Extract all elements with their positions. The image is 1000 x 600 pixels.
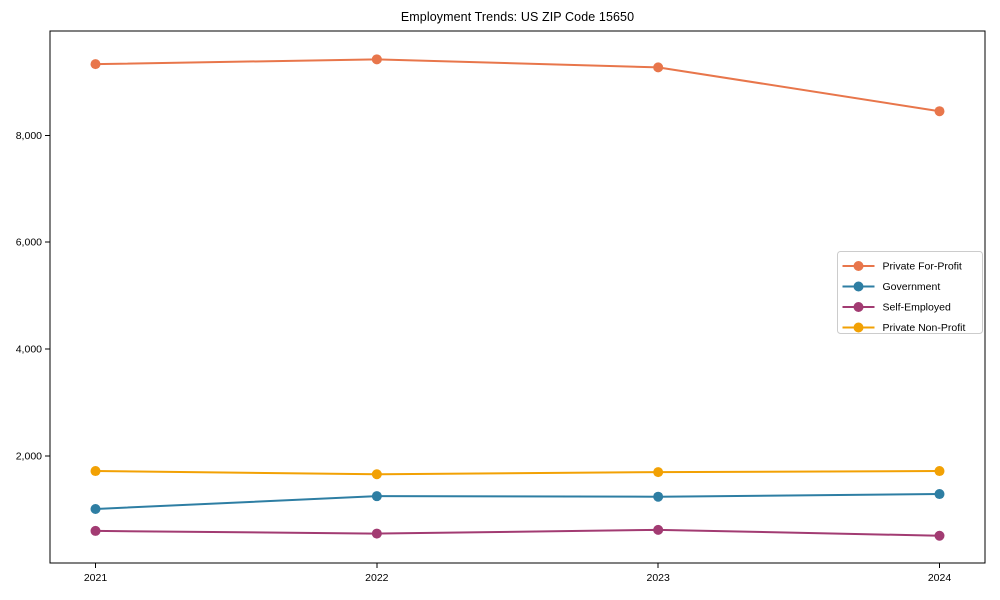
series-line-self-employed xyxy=(95,528,940,537)
y-tick-label: 8,000 xyxy=(16,130,42,142)
data-point-private-non-profit xyxy=(371,469,382,480)
legend-sample-marker-government xyxy=(853,281,864,292)
data-point-self-employed xyxy=(90,525,101,536)
data-point-private-for-profit xyxy=(371,54,382,65)
legend-sample-marker-self-employed xyxy=(853,302,864,312)
legend-label-government: Government xyxy=(883,281,941,293)
series-line-private-non-profit xyxy=(95,470,940,476)
data-point-self-employed xyxy=(371,528,382,539)
data-point-self-employed xyxy=(934,530,945,541)
plot-frame xyxy=(49,30,986,564)
data-point-private-non-profit xyxy=(653,467,664,478)
x-tick-label: 2024 xyxy=(928,572,952,584)
data-point-private-for-profit xyxy=(934,106,945,117)
data-point-government xyxy=(934,489,945,500)
y-tick-label: 6,000 xyxy=(16,237,42,249)
data-point-government xyxy=(371,491,382,502)
y-tick-label: 4,000 xyxy=(16,344,42,356)
x-tick-label: 2022 xyxy=(365,572,389,584)
y-tick-label: 2,000 xyxy=(16,451,42,463)
x-tick-label: 2023 xyxy=(646,572,670,584)
data-point-private-non-profit xyxy=(90,466,101,477)
data-point-self-employed xyxy=(653,524,664,535)
legend-sample-marker-private-for-profit xyxy=(853,261,864,271)
legend-label-private-non-profit: Private Non-Profit xyxy=(883,322,966,334)
data-point-private-for-profit xyxy=(653,62,664,73)
data-point-private-for-profit xyxy=(90,59,101,70)
legend-sample-marker-private-non-profit xyxy=(853,322,864,333)
legend-label-private-for-profit: Private For-Profit xyxy=(883,261,962,273)
data-point-government xyxy=(90,503,101,514)
data-point-private-non-profit xyxy=(934,466,945,477)
chart-title: Employment Trends: US ZIP Code 15650 xyxy=(400,10,635,24)
series-line-private-for-profit xyxy=(95,58,940,113)
legend-box xyxy=(837,251,983,334)
legend-label-self-employed: Self-Employed xyxy=(883,302,951,314)
data-point-government xyxy=(653,491,664,502)
series-line-government xyxy=(95,493,940,510)
x-tick-label: 2021 xyxy=(84,572,108,584)
